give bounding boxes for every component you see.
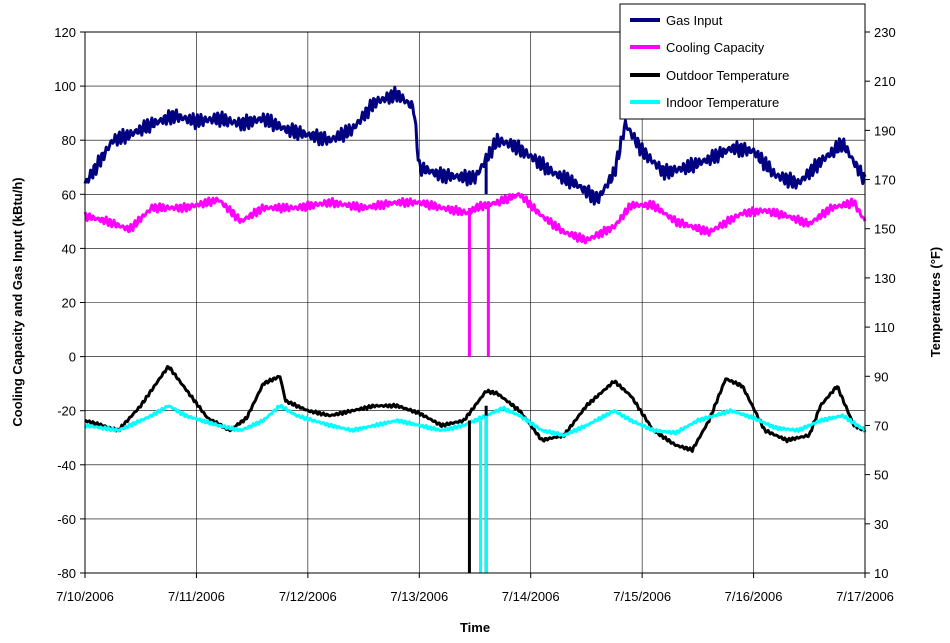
x-tick-label: 7/13/2006: [390, 589, 448, 604]
right-tick-label: 210: [874, 74, 896, 89]
left-tick-label: 80: [62, 133, 76, 148]
left-tick-label: -40: [57, 458, 76, 473]
right-tick-label: 70: [874, 418, 888, 433]
left-axis-ticks: -80 -60 -40 -20 0 20 40 60 80 100 120: [54, 25, 85, 581]
legend-label-gas-input: Gas Input: [666, 13, 723, 28]
right-tick-label: 30: [874, 517, 888, 532]
left-tick-label: 20: [62, 296, 76, 311]
right-tick-label: 190: [874, 123, 896, 138]
x-tick-label: 7/12/2006: [279, 589, 337, 604]
series-line-gas-input: [83, 85, 867, 206]
series-line-cooling-capacity: [83, 192, 867, 245]
left-tick-label: 40: [62, 241, 76, 256]
right-tick-label: 110: [874, 320, 895, 335]
x-tick-label: 7/15/2006: [613, 589, 671, 604]
x-axis-ticks: 7/10/2006 7/11/2006 7/12/2006 7/13/2006 7/14…: [56, 573, 894, 604]
x-tick-label: 7/11/2006: [168, 589, 225, 604]
legend-label-cooling-capacity: Cooling Capacity: [666, 40, 765, 55]
x-axis-title: Time: [460, 620, 490, 635]
series-line-indoor-temperature: [83, 404, 867, 438]
x-tick-label: 7/10/2006: [56, 589, 114, 604]
left-tick-label: 0: [69, 350, 76, 365]
right-axis-ticks: 10 30 50 70 90 110 130 150 170 190 210 230: [865, 25, 896, 581]
x-tick-label: 7/16/2006: [725, 589, 783, 604]
left-tick-label: -20: [57, 404, 76, 419]
right-tick-label: 90: [874, 369, 888, 384]
legend-label-outdoor-temperature: Outdoor Temperature: [666, 68, 789, 83]
legend-box: [619, 3, 866, 120]
right-tick-label: 150: [874, 222, 896, 237]
right-tick-label: 130: [874, 271, 896, 286]
legend: Gas Input Cooling Capacity Outdoor Tempe…: [619, 3, 866, 120]
right-tick-label: 170: [874, 173, 896, 188]
x-tick-label: 7/14/2006: [502, 589, 560, 604]
right-tick-label: 230: [874, 25, 896, 40]
right-tick-label: 10: [874, 566, 888, 581]
legend-label-indoor-temperature: Indoor Temperature: [666, 95, 779, 110]
left-tick-label: -80: [57, 566, 76, 581]
x-tick-label: 7/17/2006: [836, 589, 894, 604]
left-tick-label: 100: [54, 79, 76, 94]
series-lines: [83, 85, 867, 573]
right-tick-label: 50: [874, 468, 888, 483]
left-axis-title: Cooling Capacity and Gas Input (kBtu/h): [10, 177, 25, 426]
left-tick-label: 120: [54, 25, 76, 40]
left-tick-label: 60: [62, 187, 76, 202]
left-tick-label: -60: [57, 512, 76, 527]
right-axis-title: Temperatures (°F): [928, 247, 943, 357]
